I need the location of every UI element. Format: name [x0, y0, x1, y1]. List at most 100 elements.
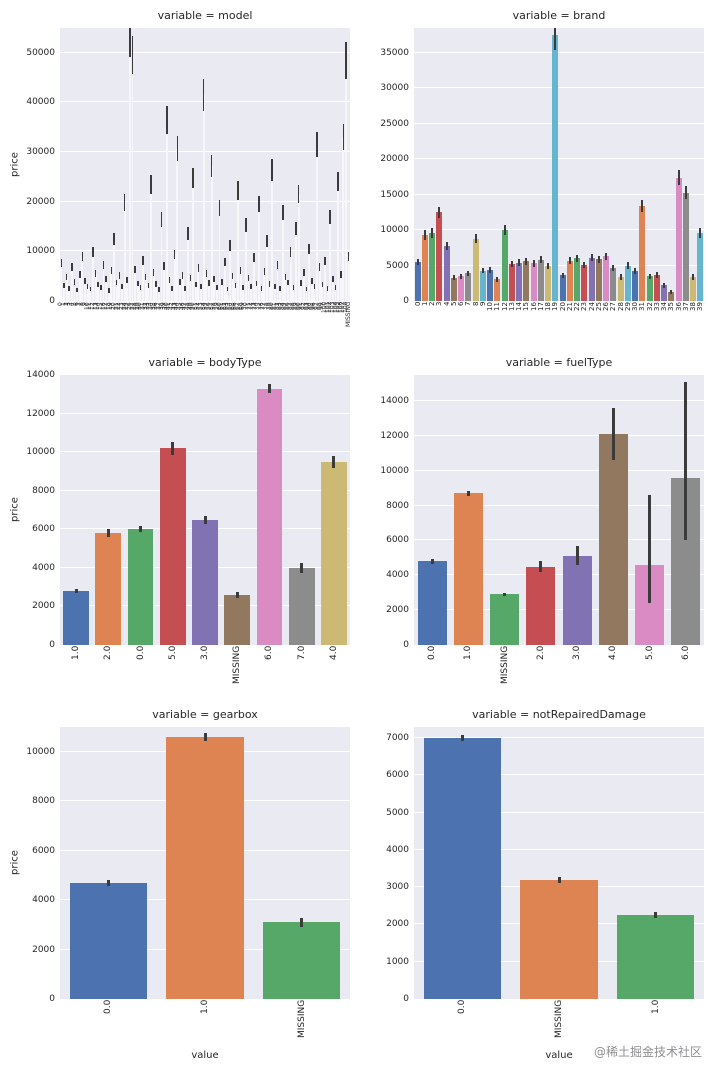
error-bar: [568, 257, 571, 265]
bar: [210, 166, 213, 301]
bar: [171, 288, 174, 301]
bar: [144, 276, 147, 301]
error-bar: [503, 225, 506, 236]
y-tick-label: 14000: [380, 396, 409, 407]
error-bar: [561, 272, 564, 279]
bar: [313, 286, 316, 301]
bar: [263, 922, 341, 999]
bar: [250, 286, 253, 301]
bar: [224, 594, 251, 645]
bar: [675, 177, 682, 301]
figure-row-1: price 0 10000 20000 30000 40000 50000 variabl…: [0, 6, 708, 353]
bar: [81, 256, 84, 301]
error-bar: [137, 280, 139, 287]
x-tick-label: 2.0: [535, 646, 546, 661]
y-tick-label: 4000: [32, 562, 55, 573]
y-tick-label: 20000: [380, 154, 409, 165]
error-bar: [129, 28, 131, 57]
error-bar: [334, 285, 337, 291]
error-bar: [496, 276, 499, 282]
error-bar: [313, 284, 316, 290]
error-bar: [179, 279, 181, 285]
x-tick-label: 0.0: [103, 1000, 114, 1015]
error-bar: [619, 274, 622, 280]
error-bar: [266, 235, 268, 247]
error-bar: [583, 261, 586, 269]
y-tick-label: 8000: [386, 500, 409, 511]
error-bar: [166, 105, 168, 134]
bar: [252, 257, 255, 301]
bar: [102, 265, 105, 301]
error-bar: [197, 264, 200, 273]
bar: [268, 284, 271, 301]
bar: [115, 282, 118, 301]
bar: [244, 225, 247, 301]
error-bar: [547, 263, 550, 270]
gridline: [414, 539, 704, 541]
y-tick-label: 40000: [26, 97, 55, 108]
error-bar: [431, 228, 434, 238]
error-bar: [489, 266, 492, 273]
bar: [458, 276, 465, 301]
error-bar: [267, 383, 271, 394]
y-tick-label: 12000: [26, 408, 55, 419]
error-bar: [139, 285, 142, 291]
bar: [288, 567, 315, 645]
plot-area: [414, 727, 704, 999]
y-tick-label: 50000: [26, 47, 55, 58]
gridline: [60, 489, 350, 491]
error-bar: [337, 171, 339, 192]
error-bar: [200, 284, 202, 290]
error-bar: [113, 233, 115, 245]
x-axis: 1.0 2.0 0.0 5.0 3.0 MISSING 6.0 7.0 4.0: [60, 645, 350, 693]
bar: [653, 274, 660, 301]
error-bar: [171, 285, 173, 291]
x-tick-label: 3.0: [200, 646, 210, 661]
bar: [281, 212, 284, 301]
plot-area: [60, 374, 350, 645]
error-bar: [655, 272, 658, 278]
error-bar: [237, 181, 239, 200]
y-axis-title: price: [9, 152, 21, 177]
error-bar: [94, 269, 97, 277]
error-bar: [305, 286, 308, 292]
bar: [97, 284, 100, 301]
y-tick-label: 5000: [386, 807, 409, 818]
gridline: [414, 193, 704, 195]
error-bar: [510, 260, 513, 268]
error-bar: [345, 41, 347, 79]
bar: [465, 273, 472, 301]
y-axis-title: price: [9, 497, 21, 523]
bar: [566, 260, 573, 301]
error-bar: [152, 268, 155, 276]
bar: [68, 288, 71, 301]
error-bar: [318, 263, 321, 272]
x-tick-label: 0.0: [135, 646, 146, 661]
y-tick-label: 15000: [380, 189, 409, 200]
error-bar: [115, 279, 118, 286]
bar: [310, 280, 313, 301]
error-bar: [139, 526, 143, 533]
bar: [178, 282, 181, 301]
bar: [661, 285, 668, 301]
error-bar: [160, 212, 163, 227]
bar: [128, 36, 131, 301]
chart-title: variable = fuelType: [505, 356, 613, 369]
gridline: [414, 609, 704, 611]
error-bar: [300, 280, 302, 286]
bar: [215, 287, 218, 301]
bar: [472, 238, 479, 301]
bar: [194, 284, 197, 301]
error-bar: [76, 287, 78, 293]
bar: [289, 251, 292, 301]
bar: [443, 245, 450, 301]
bar: [126, 279, 129, 301]
error-bar: [108, 288, 110, 293]
subplot-fueltype: 0 2000 4000 6000 8000 10000 12000 14000 variabl…: [376, 353, 704, 693]
error-bar: [300, 917, 304, 927]
error-bar: [242, 285, 244, 291]
y-tick-label: 35000: [380, 47, 409, 58]
bar: [168, 280, 171, 301]
y-tick-label: 2000: [386, 605, 409, 616]
error-bar: [97, 282, 99, 288]
